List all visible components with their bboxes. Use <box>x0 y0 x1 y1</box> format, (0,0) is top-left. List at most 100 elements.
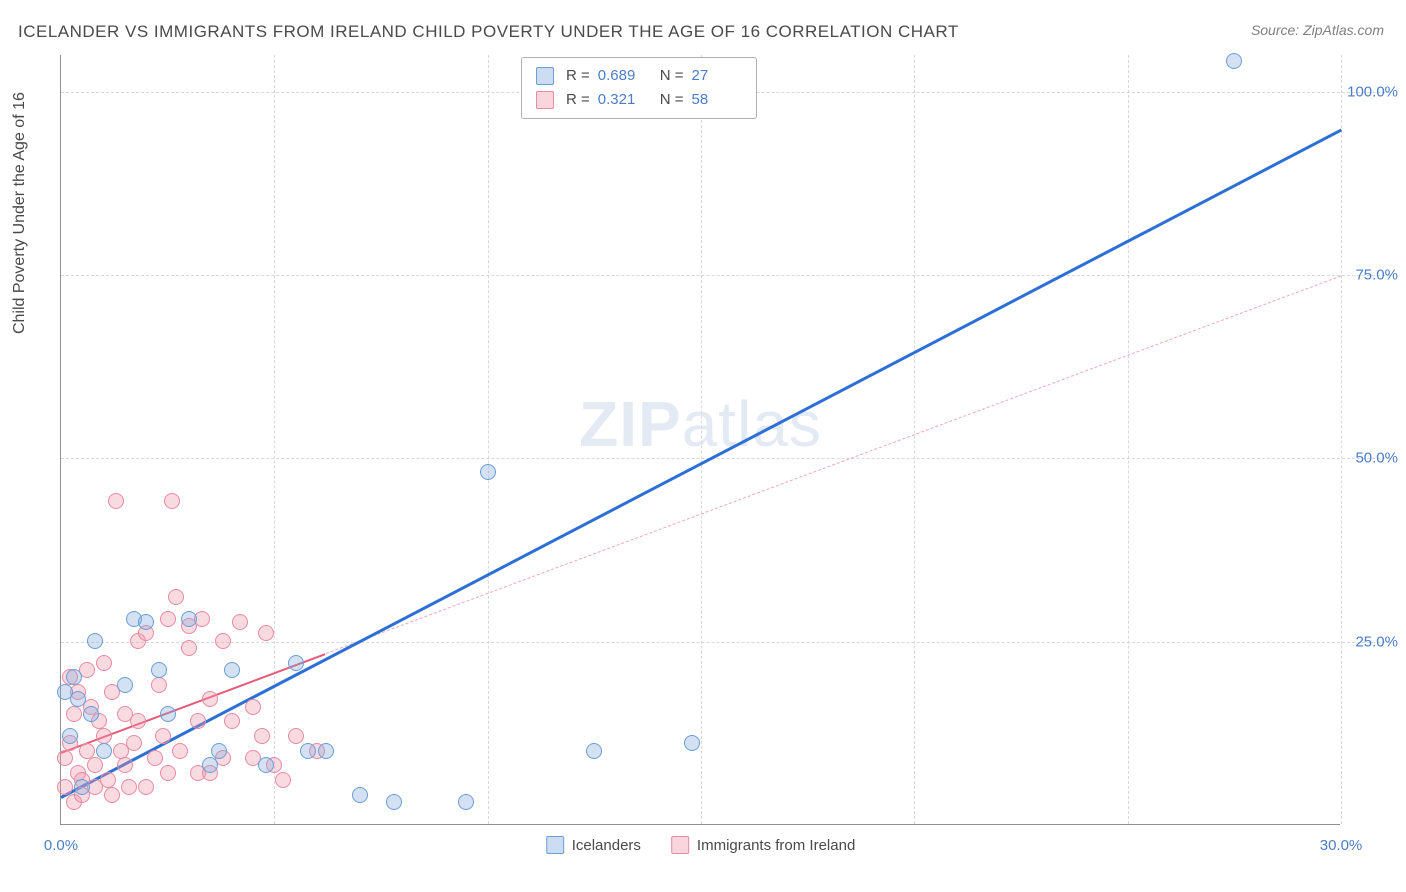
data-point-pink <box>258 625 274 641</box>
data-point-blue <box>74 779 90 795</box>
data-point-blue <box>62 728 78 744</box>
data-point-blue <box>66 669 82 685</box>
data-point-blue <box>352 787 368 803</box>
data-point-pink <box>254 728 270 744</box>
data-point-blue <box>83 706 99 722</box>
data-point-blue <box>300 743 316 759</box>
swatch-blue-icon <box>546 836 564 854</box>
data-point-blue <box>160 706 176 722</box>
data-point-pink <box>147 750 163 766</box>
y-axis-label: Child Poverty Under the Age of 16 <box>11 92 29 334</box>
data-point-blue <box>386 794 402 810</box>
data-point-pink <box>224 713 240 729</box>
source-label: Source: ZipAtlas.com <box>1251 22 1384 38</box>
data-point-pink <box>96 728 112 744</box>
x-tick-label: 0.0% <box>44 837 78 854</box>
data-point-pink <box>104 787 120 803</box>
data-point-pink <box>288 728 304 744</box>
legend-label: Icelanders <box>572 837 641 854</box>
y-tick-label: 100.0% <box>1347 83 1398 100</box>
grid-line-v <box>488 55 489 824</box>
data-point-pink <box>275 772 291 788</box>
data-point-pink <box>168 589 184 605</box>
stats-legend-box: R = 0.689 N = 27 R = 0.321 N = 58 <box>521 57 757 119</box>
data-point-blue <box>211 743 227 759</box>
data-point-pink <box>108 493 124 509</box>
n-value-pink: 58 <box>692 88 742 112</box>
data-point-pink <box>232 614 248 630</box>
chart-title: ICELANDER VS IMMIGRANTS FROM IRELAND CHI… <box>18 22 959 42</box>
swatch-blue-icon <box>536 67 554 85</box>
data-point-blue <box>117 677 133 693</box>
r-value-blue: 0.689 <box>598 64 648 88</box>
data-point-blue <box>202 757 218 773</box>
data-point-blue <box>480 464 496 480</box>
data-point-blue <box>1226 53 1242 69</box>
data-point-pink <box>160 765 176 781</box>
data-point-blue <box>684 735 700 751</box>
r-label: R = <box>566 88 590 112</box>
data-point-blue <box>96 743 112 759</box>
grid-line-v <box>274 55 275 824</box>
stats-row-blue: R = 0.689 N = 27 <box>536 64 742 88</box>
grid-line-h <box>61 275 1390 276</box>
n-value-blue: 27 <box>692 64 742 88</box>
grid-line-v <box>1341 55 1342 824</box>
data-point-blue <box>138 614 154 630</box>
legend-label: Immigrants from Ireland <box>697 837 855 854</box>
trend-line-pink-dashed <box>325 275 1341 654</box>
data-point-blue <box>70 691 86 707</box>
data-point-blue <box>224 662 240 678</box>
data-point-pink <box>164 493 180 509</box>
data-point-pink <box>190 713 206 729</box>
data-point-blue <box>87 633 103 649</box>
grid-line-v <box>914 55 915 824</box>
data-point-pink <box>121 779 137 795</box>
plot-area: ZIPatlas 25.0%50.0%75.0%100.0%0.0%30.0% … <box>60 55 1340 825</box>
data-point-blue <box>288 655 304 671</box>
legend-item-ireland: Immigrants from Ireland <box>671 836 855 854</box>
data-point-pink <box>181 640 197 656</box>
bottom-legend: Icelanders Immigrants from Ireland <box>546 836 856 854</box>
grid-line-h <box>61 642 1390 643</box>
r-label: R = <box>566 64 590 88</box>
watermark-rest: atlas <box>682 388 822 460</box>
data-point-pink <box>87 757 103 773</box>
data-point-pink <box>151 677 167 693</box>
data-point-pink <box>155 728 171 744</box>
data-point-blue <box>586 743 602 759</box>
grid-line-h <box>61 458 1390 459</box>
data-point-blue <box>181 611 197 627</box>
legend-item-icelanders: Icelanders <box>546 836 641 854</box>
data-point-blue <box>318 743 334 759</box>
grid-line-v <box>701 55 702 824</box>
data-point-pink <box>100 772 116 788</box>
swatch-pink-icon <box>536 91 554 109</box>
watermark-bold: ZIP <box>579 388 682 460</box>
data-point-pink <box>126 735 142 751</box>
y-tick-label: 75.0% <box>1355 267 1398 284</box>
data-point-blue <box>151 662 167 678</box>
data-point-pink <box>245 699 261 715</box>
data-point-pink <box>160 611 176 627</box>
data-point-pink <box>138 779 154 795</box>
data-point-pink <box>130 713 146 729</box>
data-point-blue <box>458 794 474 810</box>
data-point-pink <box>215 633 231 649</box>
data-point-pink <box>66 706 82 722</box>
data-point-pink <box>202 691 218 707</box>
stats-row-pink: R = 0.321 N = 58 <box>536 88 742 112</box>
data-point-pink <box>172 743 188 759</box>
y-tick-label: 25.0% <box>1355 633 1398 650</box>
n-label: N = <box>660 88 684 112</box>
data-point-pink <box>117 757 133 773</box>
grid-line-v <box>1128 55 1129 824</box>
data-point-pink <box>57 779 73 795</box>
swatch-pink-icon <box>671 836 689 854</box>
data-point-pink <box>79 743 95 759</box>
data-point-blue <box>258 757 274 773</box>
data-point-pink <box>96 655 112 671</box>
n-label: N = <box>660 64 684 88</box>
data-point-pink <box>57 750 73 766</box>
x-tick-label: 30.0% <box>1320 837 1363 854</box>
